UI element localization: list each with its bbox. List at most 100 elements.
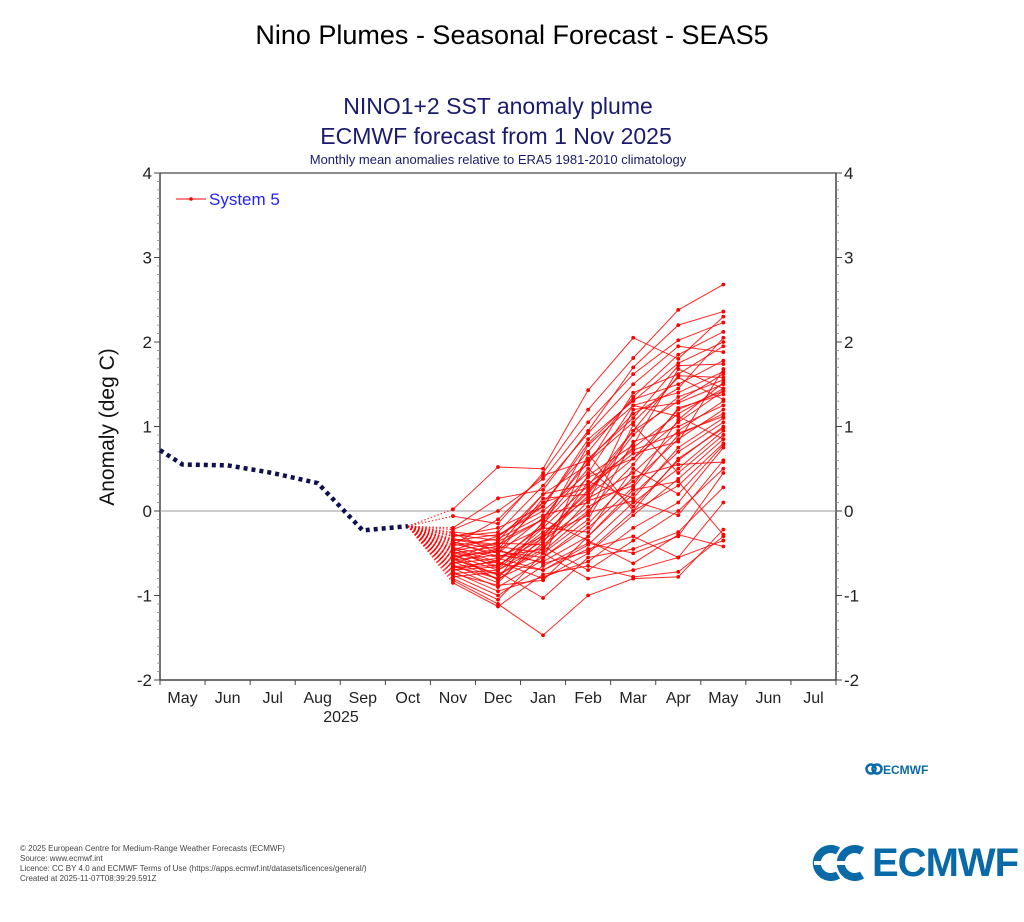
member-point [586,473,591,478]
member-point [676,407,681,412]
member-point [586,485,591,490]
member-point [496,551,500,556]
member-point [721,532,726,537]
connector-line [407,525,454,564]
member-point [631,538,636,543]
member-point [631,547,636,551]
member-point [631,462,636,467]
member-point [451,514,455,518]
member-point [541,532,545,537]
member-point [676,386,681,391]
y-tick-label-left: 4 [143,164,152,183]
member-point [631,471,636,475]
member-point [496,517,500,522]
member-point [631,356,636,360]
member-point [676,532,681,537]
member-point [676,500,681,505]
member-point [676,466,681,471]
member-point [631,382,636,387]
member-point [586,437,591,442]
member-point [676,323,681,327]
member-point [721,340,726,344]
member-point [586,517,591,522]
member-point [676,462,681,467]
member-point [676,439,681,444]
member-point [586,498,591,503]
small-ecmwf-logo: ECMWF [865,763,928,777]
y-tick-label-right: -2 [844,671,859,690]
x-tick-label: Jun [215,690,241,707]
member-point [541,568,545,573]
member-point [721,538,726,543]
member-point [541,473,545,478]
member-point [451,557,455,562]
member-point [586,530,591,535]
footer-created: Created at 2025-11-07T08:39:29.591Z [20,874,157,883]
member-point [676,357,681,361]
member-point [586,407,591,412]
member-point [451,580,455,585]
member-point [586,564,591,568]
y-tick-label-left: -1 [137,587,152,606]
member-point [496,547,500,552]
member-point [676,471,681,475]
member-point [586,549,591,554]
member-point [631,428,636,433]
member-point [721,458,726,463]
connector-line [407,525,454,551]
member-point [586,388,591,393]
member-point [721,445,726,450]
connector-line [407,525,453,529]
member-point [631,443,636,447]
member-point [541,500,545,505]
member-point [631,416,636,420]
member-point [676,479,681,484]
y-axis-label: Anomaly (deg C) [96,348,119,506]
x-tick-label: Jul [803,690,823,707]
chart-subsubtitle: Monthly mean anomalies relative to ERA5 … [310,152,687,167]
member-point [676,344,681,349]
member-point [496,558,500,562]
member-point [451,551,455,556]
member-point [676,555,681,560]
connector-line [407,525,454,563]
footer-licence: Licence: CC BY 4.0 and ECMWF Terms of Us… [20,864,367,873]
x-tick-label: Oct [395,690,420,707]
connector-line [407,525,454,574]
connector-line [407,525,454,584]
footer: © 2025 European Centre for Medium-Range … [20,844,367,884]
member-point [721,320,726,325]
member-point [631,561,636,566]
connector-line [407,525,454,567]
ensemble-member [407,282,726,527]
member-point [721,403,726,408]
member-point [496,566,500,571]
member-point [586,431,591,436]
ensemble-member [407,389,726,570]
member-point [721,433,726,437]
member-point [676,414,681,419]
member-point [631,448,636,453]
member-point [586,521,591,526]
member-point [496,530,500,535]
member-point [541,496,545,501]
ensemble-member [407,375,726,556]
member-point [586,510,591,515]
member-point [721,500,726,505]
member-point [631,498,636,503]
member-point [631,487,636,492]
connector-line [407,525,454,553]
member-point [586,504,591,509]
member-point [676,417,681,422]
member-point [586,493,591,498]
member-point [541,596,545,600]
member-point [721,329,726,334]
member-point [496,496,500,501]
member-point [541,541,545,546]
x-tick-label: Mar [619,690,647,707]
connector-line [407,525,454,541]
y-tick-label-left: -2 [137,671,152,690]
member-point [721,350,726,355]
member-point [721,344,726,349]
observed-line [158,448,409,533]
